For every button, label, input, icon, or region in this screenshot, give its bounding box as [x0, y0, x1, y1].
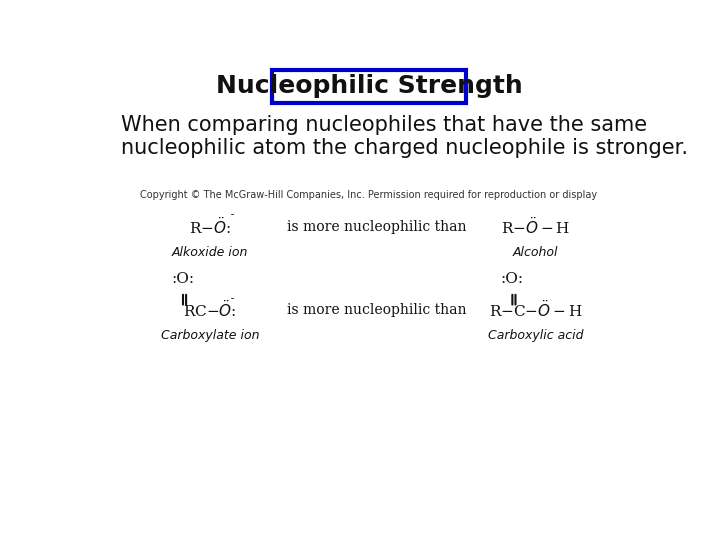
- FancyBboxPatch shape: [272, 70, 466, 103]
- Text: is more nucleophilic than: is more nucleophilic than: [287, 219, 467, 233]
- Text: R$-\ddot{O}$:: R$-\ddot{O}$:: [189, 216, 231, 237]
- Text: $^{\bar{\ }}$: $^{\bar{\ }}$: [230, 294, 236, 308]
- Text: :O:: :O:: [171, 272, 194, 286]
- Text: $^{\bar{\ }}$: $^{\bar{\ }}$: [230, 210, 236, 224]
- Text: Nucleophilic Strength: Nucleophilic Strength: [215, 75, 523, 98]
- Text: Alcohol: Alcohol: [513, 246, 559, 259]
- Text: RC$-\ddot{O}$:: RC$-\ddot{O}$:: [184, 299, 237, 320]
- Text: R$-\ddot{O}-$H: R$-\ddot{O}-$H: [501, 216, 570, 237]
- Text: :O:: :O:: [501, 272, 524, 286]
- Text: When comparing nucleophiles that have the same: When comparing nucleophiles that have th…: [121, 115, 647, 135]
- Text: nucleophilic atom the charged nucleophile is stronger.: nucleophilic atom the charged nucleophil…: [121, 138, 688, 158]
- Text: Carboxylate ion: Carboxylate ion: [161, 329, 259, 342]
- Text: Alkoxide ion: Alkoxide ion: [172, 246, 248, 259]
- Text: R$-$C$-\ddot{O}-$H: R$-$C$-\ddot{O}-$H: [489, 299, 582, 320]
- Text: Copyright © The McGraw-Hill Companies, Inc. Permission required for reproduction: Copyright © The McGraw-Hill Companies, I…: [140, 190, 598, 200]
- Text: Carboxylic acid: Carboxylic acid: [488, 329, 583, 342]
- Text: is more nucleophilic than: is more nucleophilic than: [287, 302, 467, 316]
